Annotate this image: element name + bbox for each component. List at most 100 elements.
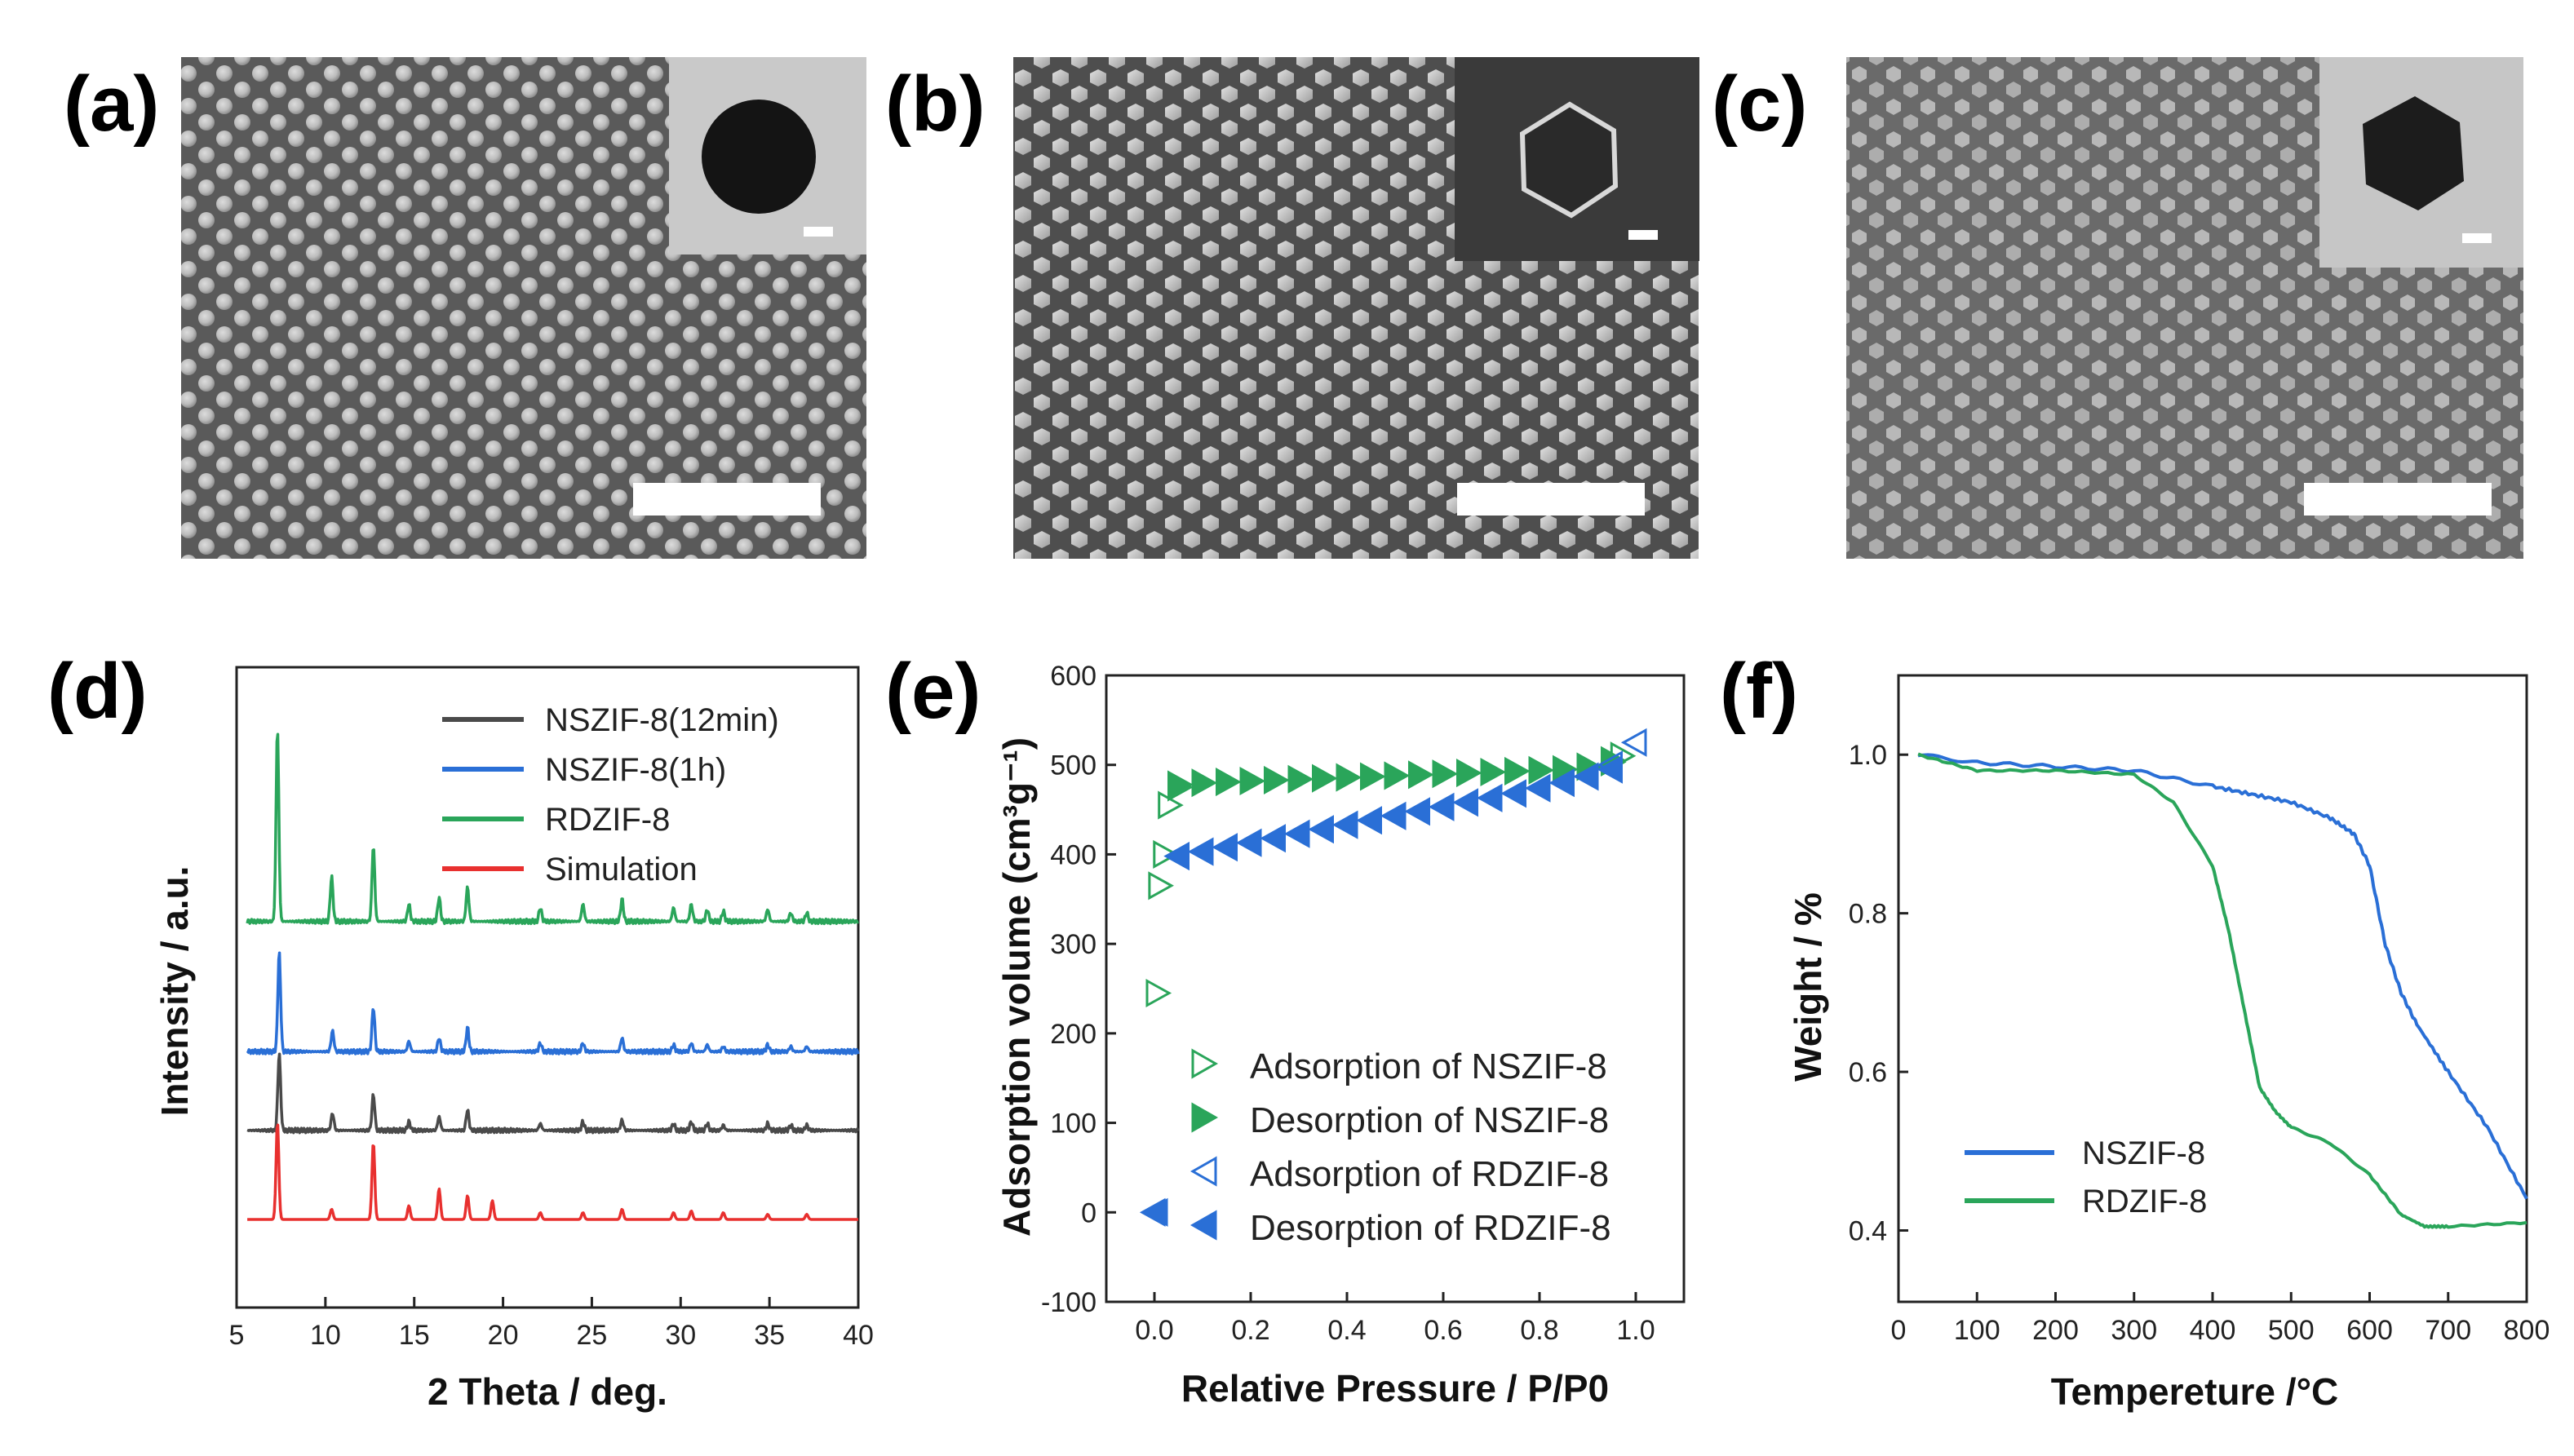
iso-point-3-10: [1380, 801, 1407, 830]
xrd-series-group: [246, 732, 860, 1221]
iso-point-1-9: [1384, 761, 1411, 790]
iso-xtick-label-0: 0.0: [1135, 1315, 1173, 1346]
iso-ytick-label-5: 400: [1050, 839, 1096, 870]
panel-label-c: (c): [1712, 60, 1807, 148]
xrd-xtick-label-0: 5: [229, 1320, 245, 1351]
iso-point-1-3: [1239, 766, 1266, 796]
panel-label-f: (f): [1720, 648, 1798, 735]
iso-point-1-1: [1191, 768, 1218, 798]
iso-point-3-9: [1356, 806, 1382, 835]
isotherm-series-group: [1139, 728, 1647, 1227]
legend-marker-adsorption-ns: [1191, 1048, 1219, 1079]
iso-point-1-8: [1360, 762, 1386, 791]
particle-inset-c: [2363, 96, 2464, 210]
iso-point-3-13: [1452, 788, 1478, 817]
iso-xtick-label-4: 0.8: [1520, 1315, 1558, 1346]
tga-xtick-label-6: 600: [2346, 1315, 2393, 1346]
iso-point-1-15: [1528, 755, 1555, 785]
tga-ytick-label-3: 1.0: [1849, 740, 1887, 771]
tga-ticks: 0 100 200 300 400 500 600 700 800 0.4 0.6 0.8 1.0: [1849, 740, 2550, 1346]
iso-ytick-label-6: 500: [1050, 750, 1096, 781]
tga-ytick-label-0: 0.4: [1849, 1216, 1887, 1247]
iso-point-1-4: [1264, 765, 1290, 794]
legend-label-adsorption-rd: Adsorption of RDZIF-8: [1250, 1154, 1609, 1194]
iso-point-3-3: [1212, 833, 1238, 862]
xrd-xtick-label-5: 30: [665, 1320, 696, 1351]
panel-f: (f) 0 100 200 300 400 500 600 700 800 0.4 0.6 0.8 1.…: [1720, 648, 2550, 1413]
xrd-xtick-label-6: 35: [754, 1320, 785, 1351]
tga-ytick-label-2: 0.8: [1849, 899, 1887, 930]
iso-point-3-2: [1187, 837, 1214, 866]
iso-point-1-0: [1167, 770, 1194, 799]
iso-point-3-4: [1235, 828, 1262, 857]
panel-d: (d) 5 10 15 20 25 30 35 40 2 Theta / deg. Inten…: [47, 648, 874, 1413]
panel-label-b: (b): [885, 60, 986, 148]
tga-series-group: [1917, 752, 2528, 1229]
iso-point-3-17: [1548, 768, 1575, 798]
xrd-xtick-label-2: 15: [399, 1320, 430, 1351]
isotherm-ticks: 0.0 0.2 0.4 0.6 0.8 1.0 -100 0 100 200 300 400 500 60…: [1041, 661, 1655, 1346]
iso-xtick-label-3: 0.6: [1424, 1315, 1462, 1346]
iso-point-3-18: [1572, 762, 1599, 791]
xrd-series-0: [246, 1052, 860, 1135]
iso-ytick-label-4: 300: [1050, 929, 1096, 960]
iso-point-3-0: [1139, 1197, 1166, 1227]
iso-ytick-label-2: 100: [1050, 1109, 1096, 1140]
iso-point-1-12: [1456, 759, 1482, 788]
xrd-frame: [235, 666, 860, 1309]
iso-point-3-8: [1331, 810, 1358, 839]
iso-point-3-7: [1308, 815, 1334, 844]
iso-point-3-15: [1500, 779, 1526, 808]
panel-c: (c): [1712, 57, 2523, 559]
panel-label-d: (d): [47, 648, 148, 735]
iso-point-0-0: [1145, 978, 1172, 1008]
legend-marker-adsorption-rd: [1190, 1156, 1217, 1187]
isotherm-y-axis-label: Adsorption volume (cm³g⁻¹): [995, 737, 1038, 1237]
iso-point-3-12: [1428, 792, 1455, 821]
particle-inset-b: [1519, 101, 1619, 219]
iso-point-1-14: [1504, 756, 1531, 786]
xrd-x-axis-label: 2 Theta / deg.: [428, 1370, 667, 1413]
scale-bar-b: [1457, 483, 1645, 516]
iso-point-0-1: [1148, 871, 1174, 901]
tga-series-0: [1917, 753, 2528, 1200]
xrd-series-1: [246, 951, 860, 1055]
xrd-xtick-label-1: 10: [310, 1320, 341, 1351]
legend-label-nszif-12min: NSZIF-8(12min): [545, 702, 779, 738]
legend-marker-desorption-rd: [1190, 1210, 1217, 1241]
tga-ytick-label-1: 0.6: [1849, 1057, 1887, 1088]
legend-label-nszif-8: NSZIF-8: [2082, 1135, 2205, 1171]
tga-xtick-label-0: 0: [1891, 1315, 1907, 1346]
tga-xtick-label-7: 700: [2425, 1315, 2471, 1346]
iso-point-1-11: [1432, 759, 1459, 789]
xrd-legend: NSZIF-8(12min) NSZIF-8(1h) RDZIF-8 Simul…: [442, 702, 779, 887]
tga-y-axis-label: Weight / %: [1787, 892, 1829, 1082]
panel-label-e: (e): [885, 648, 981, 735]
isotherm-x-axis-label: Relative Pressure / P/P0: [1181, 1367, 1609, 1410]
legend-label-adsorption-ns: Adsorption of NSZIF-8: [1250, 1047, 1607, 1086]
iso-xtick-label-5: 1.0: [1616, 1315, 1655, 1346]
inset-scale-bar-b: [1628, 230, 1658, 240]
iso-xtick-label-1: 0.2: [1231, 1315, 1269, 1346]
iso-point-3-5: [1260, 824, 1286, 853]
iso-ytick-label-0: -100: [1041, 1287, 1096, 1318]
iso-point-3-14: [1476, 783, 1503, 812]
iso-point-1-2: [1216, 768, 1242, 797]
isotherm-frame: [1105, 674, 1686, 1303]
iso-point-2-3: [1620, 728, 1647, 757]
inset-scale-bar-c: [2462, 233, 2492, 243]
xrd-y-axis-label: Intensity / a.u.: [153, 866, 196, 1117]
tga-xtick-label-3: 300: [2111, 1315, 2157, 1346]
xrd-plot-area: 5 10 15 20 25 30 35 40 2 Theta / deg. Intensity…: [153, 666, 874, 1413]
iso-point-3-19: [1597, 755, 1623, 784]
legend-label-rdzif-8: RDZIF-8: [2082, 1184, 2207, 1219]
scale-bar-c: [2304, 483, 2492, 516]
iso-point-1-5: [1287, 764, 1314, 794]
tga-x-axis-label: Tempereture /°C: [2051, 1370, 2338, 1413]
particle-inset-a: [702, 100, 816, 214]
xrd-xtick-label-4: 25: [577, 1320, 608, 1351]
xrd-xtick-label-3: 20: [488, 1320, 519, 1351]
legend-label-desorption-rd: Desorption of RDZIF-8: [1250, 1208, 1611, 1248]
inset-scale-bar-a: [804, 227, 833, 237]
